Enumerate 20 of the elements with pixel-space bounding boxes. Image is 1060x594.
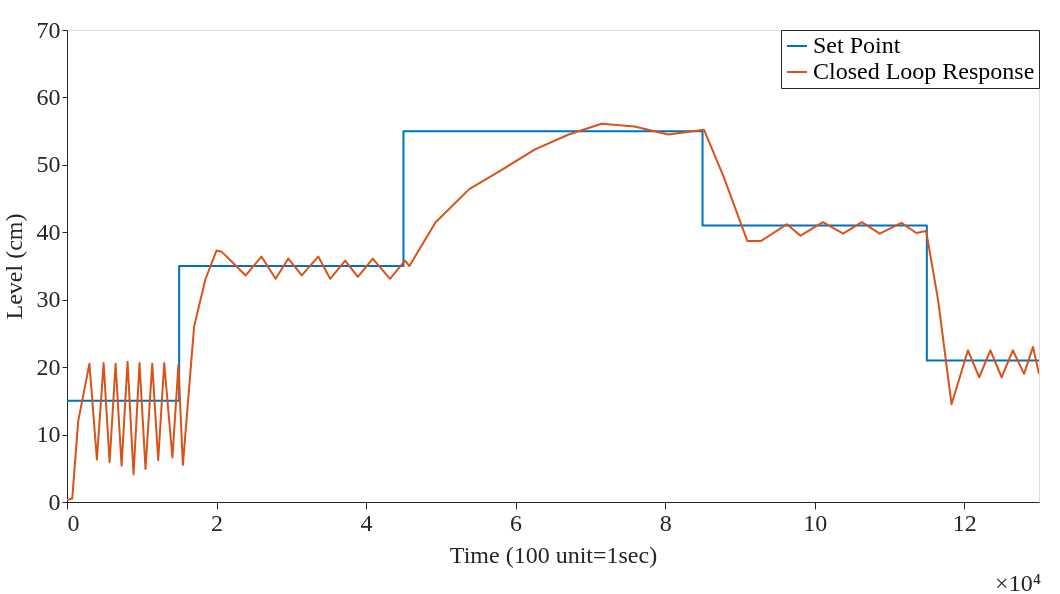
y-tick-label: 0 [48, 488, 61, 515]
x-tick-label: 12 [952, 509, 977, 536]
x-tick-label: 2 [211, 509, 224, 536]
legend-label: Closed Loop Response [813, 58, 1035, 84]
y-tick-label: 20 [36, 353, 61, 380]
x-tick-label: 4 [360, 509, 373, 536]
y-tick-label: 10 [36, 421, 61, 448]
y-axis-title: Level (cm) [0, 213, 27, 320]
text: ×10⁴ [995, 570, 1041, 594]
x-tick-label: 10 [803, 509, 828, 536]
y-tick-label: 30 [36, 286, 61, 313]
y-tick-label: 40 [36, 218, 61, 245]
y-tick-label: 70 [36, 16, 61, 43]
x-tick-label: 6 [510, 509, 523, 536]
legend-label: Set Point [813, 32, 901, 58]
x-axis-title: Time (100 unit=1sec) [449, 541, 658, 568]
x-tick-label: 8 [659, 509, 672, 536]
x-tick-label: 0 [67, 509, 80, 536]
y-tick-label: 60 [36, 83, 61, 110]
y-tick-label: 50 [36, 151, 61, 178]
